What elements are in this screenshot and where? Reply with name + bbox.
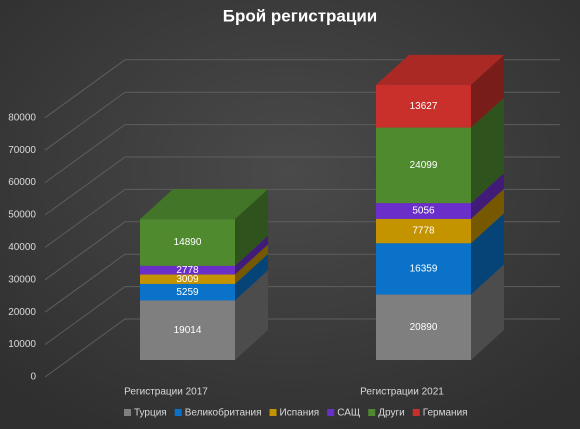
y-tick-label: 40000: [8, 242, 36, 253]
x-tick-label: Регистрации 2021: [360, 387, 444, 398]
x-tick-label: Регистрации 2017: [124, 387, 208, 398]
bar-side: [471, 97, 504, 204]
data-label: 14890: [174, 237, 202, 248]
data-label: 20890: [410, 322, 438, 333]
y-tick-label: 60000: [8, 177, 36, 188]
bar-front: [376, 218, 471, 244]
bar-side: [471, 188, 504, 244]
bar-front: [140, 300, 235, 360]
data-label: 5056: [412, 206, 435, 217]
y-tick-label: 30000: [8, 274, 36, 285]
bar-side: [235, 244, 268, 284]
y-tick-label: 0: [30, 372, 36, 383]
bar-front: [140, 219, 235, 266]
legend-label: Германия: [423, 408, 468, 419]
legend-label: Турция: [134, 408, 167, 419]
legend-label: Великобритания: [185, 407, 262, 419]
bar-segment: [376, 54, 504, 128]
bar-side: [235, 253, 268, 301]
data-label: 7778: [412, 226, 435, 237]
bar-side: [471, 54, 504, 128]
data-label: 2778: [176, 265, 199, 276]
y-tick-label: 20000: [8, 307, 36, 318]
y-tick-label: 10000: [8, 339, 36, 350]
bar-top: [140, 189, 268, 220]
legend-swatch: [412, 409, 420, 416]
bar-side: [235, 270, 268, 360]
bar-side: [471, 213, 504, 295]
legend-swatch: [124, 409, 131, 416]
data-label: 3009: [176, 274, 199, 285]
data-label: 13627: [410, 101, 438, 112]
legend-swatch: [174, 409, 182, 416]
legend-swatch: [327, 409, 335, 416]
bar-front: [376, 243, 471, 295]
bar-side: [471, 264, 504, 360]
legend-label: Други: [378, 408, 404, 419]
legend-swatch: [368, 409, 376, 416]
data-label: 5259: [176, 287, 199, 298]
bar-front: [376, 127, 471, 204]
bar-side: [235, 189, 268, 266]
bar-segment: [140, 189, 268, 266]
data-label: 19014: [174, 325, 202, 336]
bar-front: [140, 283, 235, 301]
bar-front: [376, 84, 471, 128]
bar-front: [140, 274, 235, 284]
legend-label: САЩ: [337, 408, 360, 419]
bar-side: [471, 173, 504, 219]
legend-label: Испания: [280, 408, 320, 419]
y-tick-label: 50000: [8, 210, 36, 221]
y-tick-label: 80000: [8, 112, 36, 123]
data-label: 24099: [410, 160, 438, 171]
bar-front: [140, 265, 235, 275]
y-tick-label: 70000: [8, 145, 36, 156]
bar-side: [235, 235, 268, 275]
bar-front: [376, 203, 471, 219]
bar-front: [376, 294, 471, 360]
legend-swatch: [269, 409, 277, 416]
bar-top: [376, 54, 504, 85]
data-label: 16359: [410, 264, 438, 275]
chart-title: Брой регистрации: [223, 6, 378, 25]
